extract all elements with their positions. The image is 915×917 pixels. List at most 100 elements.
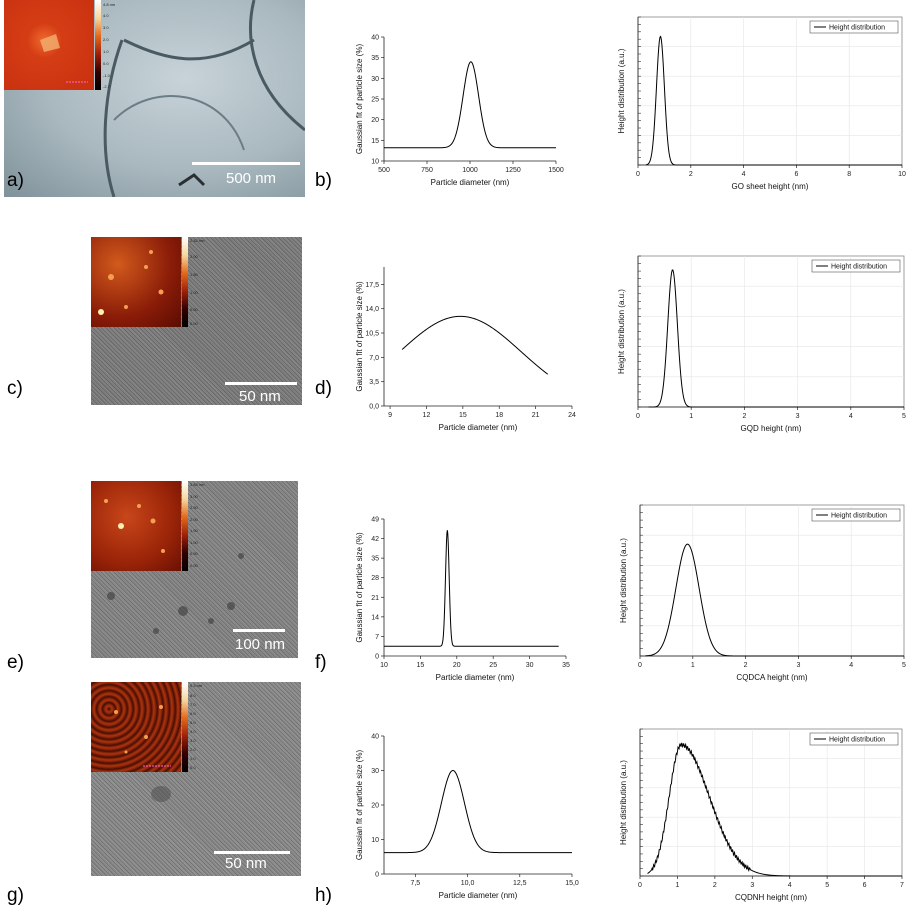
x-tick-label: 35 [562, 662, 570, 669]
y-tick-label: 14,0 [365, 306, 379, 313]
series-line [401, 315, 549, 375]
x-axis-label: Particle diameter (nm) [436, 673, 515, 682]
series-line [645, 543, 904, 657]
x-tick-label: 4 [849, 413, 853, 420]
x-tick-label: 6 [794, 171, 798, 178]
x-tick-label: 500 [378, 167, 390, 174]
colorbar-tick: -1.0 [103, 73, 110, 78]
colorbar-tick: 2.00 [190, 254, 198, 259]
panel-label-b: b) [315, 170, 332, 191]
x-tick-label: 0 [636, 413, 640, 420]
colorbar-tick: 1.0 [103, 49, 109, 54]
panel-label-e: e) [7, 652, 24, 673]
colorbar-tick: 1.00 [190, 540, 198, 545]
y-tick-label: 35 [371, 55, 379, 62]
y-tick-label: 40 [371, 35, 379, 42]
x-tick-label: 0 [638, 882, 642, 889]
colorbar-tick: 4.0 [103, 13, 109, 18]
y-tick-label: 35 [371, 556, 379, 563]
legend-label: Height distribution [831, 264, 887, 271]
afm-inset-e [91, 481, 181, 571]
y-tick-label: 3,5 [369, 379, 379, 386]
scale-bar [225, 382, 297, 385]
x-tick-label: 15 [459, 412, 467, 419]
colorbar-tick: 4.8 nm [103, 2, 116, 7]
panel-label-d: d) [315, 378, 332, 399]
y-tick-label: 10,5 [365, 331, 379, 338]
x-tick-label: 750 [421, 167, 433, 174]
panel-label-f: f) [315, 652, 327, 673]
afm-inset-g [91, 682, 181, 772]
legend-box [811, 508, 901, 522]
y-axis-label: Height distribution (a.u.) [617, 48, 626, 133]
y-axis-label: Height distribution (a.u.) [619, 760, 628, 845]
x-tick-label: 15 [417, 662, 425, 669]
colorbar-tick: 2.0 [190, 747, 196, 752]
x-tick-label: 1500 [548, 167, 564, 174]
legend-label: Height distribution [831, 513, 887, 520]
x-tick-label: 21 [532, 412, 540, 419]
y-tick-label: 10 [371, 159, 379, 166]
colorbar-tick: 5.0 [190, 720, 196, 725]
y-tick-label: 21 [371, 595, 379, 602]
x-axis-label: CQDNH height (nm) [735, 893, 807, 902]
x-axis-label: GO sheet height (nm) [732, 182, 809, 191]
y-axis-label: Height distribution (a.u.) [617, 289, 626, 374]
legend-label: Height distribution [829, 25, 885, 32]
x-tick-label: 4 [849, 662, 853, 669]
x-axis-label: Particle diameter (nm) [439, 891, 518, 900]
x-axis-label: Particle diameter (nm) [431, 178, 510, 187]
x-tick-label: 4 [788, 882, 792, 889]
x-tick-label: 4 [742, 171, 746, 178]
colorbar-tick: 1.0 [190, 756, 196, 761]
x-tick-label: 1 [675, 882, 679, 889]
legend-label: Height distribution [829, 737, 885, 744]
y-axis-label: Gaussian fit of particle size (%) [355, 532, 364, 643]
colorbar-tick: 0.50 [190, 307, 198, 312]
y-tick-label: 28 [371, 575, 379, 582]
x-tick-label: 5 [825, 882, 829, 889]
y-tick-label: 40 [371, 734, 379, 741]
x-tick-label: 0 [638, 662, 642, 669]
colorbar-tick: 0.0 [190, 765, 196, 770]
colorbar-c [182, 237, 188, 327]
x-axis-label: CQDCA height (nm) [736, 673, 807, 682]
y-tick-label: 20 [371, 803, 379, 810]
y-tick-label: 7,0 [369, 355, 379, 362]
afm-inset-a [4, 0, 94, 90]
y-axis-label: Gaussian fit of particle size (%) [355, 281, 364, 392]
y-tick-label: 25 [371, 97, 379, 104]
x-tick-label: 5 [902, 662, 906, 669]
x-tick-label: 12 [423, 412, 431, 419]
y-tick-label: 20 [371, 117, 379, 124]
x-tick-label: 1250 [505, 167, 521, 174]
y-axis-label: Height distribution (a.u.) [619, 538, 628, 623]
colorbar-tick: 0.0 [103, 61, 109, 66]
x-tick-label: 1 [691, 662, 695, 669]
series-line [645, 35, 902, 166]
y-tick-label: 0,0 [369, 404, 379, 411]
x-tick-label: 1 [689, 413, 693, 420]
scale-label: 100 nm [235, 636, 286, 653]
y-tick-label: 30 [371, 76, 379, 83]
colorbar-tick: 4.0 [190, 729, 196, 734]
x-tick-label: 0 [636, 171, 640, 178]
colorbar-tick: 0.50 [190, 551, 198, 556]
tem-image-g: 50 nm [91, 682, 301, 876]
y-tick-label: 0 [375, 872, 379, 879]
x-tick-label: 3 [750, 882, 754, 889]
colorbar-tick: 1.50 [190, 528, 198, 533]
legend-box [809, 732, 899, 746]
x-tick-label: 2 [713, 882, 717, 889]
x-tick-label: 18 [495, 412, 503, 419]
plot-frame [639, 728, 903, 877]
colorbar-tick: 2.0 [103, 37, 109, 42]
x-tick-label: 6 [863, 882, 867, 889]
series-line [384, 770, 572, 854]
scale-label: 500 nm [226, 170, 277, 187]
y-tick-label: 42 [371, 536, 379, 543]
y-tick-label: 7 [375, 634, 379, 641]
colorbar-tick: 3.00 [190, 494, 198, 499]
series-line [648, 269, 904, 408]
colorbar-tick: 0.00 [190, 321, 198, 326]
